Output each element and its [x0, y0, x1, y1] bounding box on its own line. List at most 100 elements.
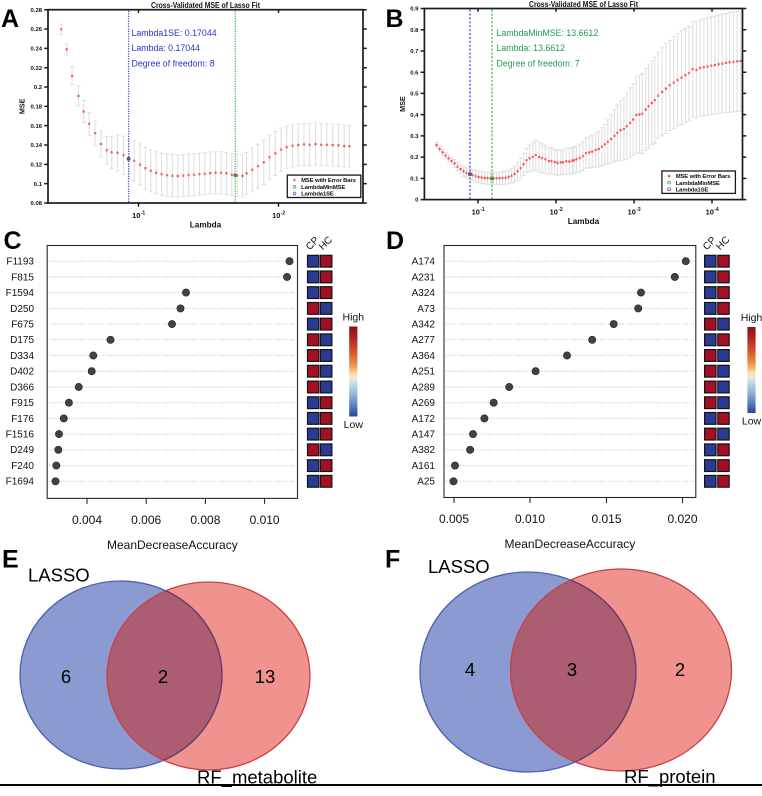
svg-text:6: 6 [61, 666, 71, 687]
svg-text:13: 13 [255, 666, 276, 687]
svg-text:D175: D175 [10, 335, 34, 346]
svg-text:A277: A277 [412, 335, 436, 346]
svg-text:Lambda: 13.6612: Lambda: 13.6612 [497, 43, 566, 53]
svg-text:0.2: 0.2 [34, 85, 43, 91]
svg-text:MSE with Error Bars: MSE with Error Bars [676, 174, 732, 180]
svg-text:MeanDecreaseAccuracy: MeanDecreaseAccuracy [505, 537, 636, 551]
svg-text:0.14: 0.14 [31, 143, 43, 149]
svg-text:0.28: 0.28 [31, 8, 43, 14]
svg-text:Low: Low [742, 416, 762, 428]
svg-text:0.12: 0.12 [31, 162, 43, 168]
svg-text:10: 10 [472, 208, 480, 217]
svg-text:LambdaMinMSE: LambdaMinMSE [301, 185, 345, 191]
svg-text:4: 4 [465, 659, 475, 680]
svg-text:10: 10 [132, 211, 140, 220]
svg-text:Low: Low [344, 419, 364, 431]
svg-text:Lambda1SE: 0.17044: Lambda1SE: 0.17044 [132, 28, 217, 38]
svg-text:A269: A269 [412, 398, 436, 409]
svg-text:A: A [1, 5, 19, 33]
svg-text:0.004: 0.004 [72, 513, 102, 527]
svg-text:0.22: 0.22 [31, 66, 43, 72]
svg-text:0.26: 0.26 [31, 27, 43, 33]
svg-text:0.2: 0.2 [410, 155, 419, 161]
svg-text:B: B [386, 5, 404, 33]
svg-text:0.7: 0.7 [410, 49, 419, 55]
svg-text:A251: A251 [412, 367, 436, 378]
svg-text:High: High [741, 312, 762, 324]
svg-text:A25: A25 [417, 477, 435, 488]
svg-text:Lambda: 0.17044: Lambda: 0.17044 [132, 43, 201, 53]
svg-text:F: F [385, 546, 400, 574]
svg-text:F1516: F1516 [6, 430, 35, 441]
svg-text:0.8: 0.8 [410, 28, 419, 34]
svg-text:Lambda1SE: Lambda1SE [301, 192, 334, 198]
svg-text:0.010: 0.010 [515, 512, 545, 526]
svg-text:MSE with Error Bars: MSE with Error Bars [301, 178, 357, 184]
svg-text:D250: D250 [10, 304, 34, 315]
svg-text:A324: A324 [412, 288, 436, 299]
svg-text:D366: D366 [10, 382, 34, 393]
svg-text:LASSO: LASSO [428, 556, 490, 577]
svg-text:0: 0 [415, 198, 419, 204]
svg-text:Cross-Validated MSE of Lasso F: Cross-Validated MSE of Lasso Fit [529, 0, 638, 9]
svg-text:0.4: 0.4 [410, 113, 419, 119]
svg-text:0.5: 0.5 [410, 92, 419, 98]
svg-text:F240: F240 [11, 461, 34, 472]
svg-text:0.015: 0.015 [591, 512, 621, 526]
svg-text:0.24: 0.24 [31, 46, 43, 52]
svg-text:0.6: 0.6 [410, 70, 419, 76]
svg-text:-4: -4 [714, 207, 719, 213]
svg-text:A231: A231 [412, 272, 436, 283]
svg-text:F1193: F1193 [6, 257, 34, 268]
svg-text:MSE: MSE [18, 98, 27, 114]
svg-text:10: 10 [706, 208, 714, 217]
svg-text:A364: A364 [412, 351, 436, 362]
svg-text:F675: F675 [11, 320, 34, 331]
svg-text:F176: F176 [11, 414, 34, 425]
svg-text:0.16: 0.16 [31, 124, 43, 130]
svg-text:E: E [2, 546, 19, 574]
svg-text:A382: A382 [412, 445, 436, 456]
svg-text:F1694: F1694 [6, 477, 35, 488]
svg-text:F1594: F1594 [6, 288, 35, 299]
svg-text:0.008: 0.008 [190, 513, 220, 527]
svg-text:A172: A172 [412, 414, 436, 425]
svg-text:LambdaMinMSE: 13.6612: LambdaMinMSE: 13.6612 [497, 28, 599, 38]
svg-text:F815: F815 [11, 272, 34, 283]
svg-text:0.08: 0.08 [31, 201, 43, 207]
svg-text:3: 3 [567, 659, 577, 680]
svg-text:-1: -1 [480, 207, 485, 213]
svg-text:A73: A73 [417, 304, 435, 315]
svg-text:D249: D249 [10, 445, 34, 456]
svg-text:0.9: 0.9 [410, 7, 419, 13]
svg-text:High: High [342, 312, 364, 324]
svg-text:-1: -1 [141, 210, 146, 216]
svg-text:0.006: 0.006 [131, 513, 161, 527]
svg-text:A342: A342 [412, 320, 436, 331]
svg-text:2: 2 [158, 666, 168, 687]
svg-text:LASSO: LASSO [28, 565, 90, 586]
svg-text:10: 10 [628, 208, 636, 217]
svg-text:0.020: 0.020 [667, 512, 697, 526]
svg-text:0.1: 0.1 [410, 176, 419, 182]
svg-text:0.3: 0.3 [410, 134, 419, 140]
svg-text:RF_protein: RF_protein [624, 766, 716, 788]
svg-text:0.18: 0.18 [31, 104, 43, 110]
svg-text:LambdaMinMSE: LambdaMinMSE [676, 181, 720, 187]
svg-text:D334: D334 [10, 351, 34, 362]
svg-text:0.010: 0.010 [250, 513, 280, 527]
svg-text:C: C [4, 227, 22, 255]
svg-text:MSE: MSE [398, 96, 407, 112]
svg-text:Lambda1SE: Lambda1SE [676, 188, 709, 194]
svg-text:-2: -2 [558, 207, 563, 213]
svg-text:0.1: 0.1 [34, 182, 43, 188]
svg-text:Lambda: Lambda [568, 217, 600, 226]
svg-text:2: 2 [675, 659, 685, 680]
svg-text:D: D [386, 227, 404, 255]
svg-text:A161: A161 [412, 461, 436, 472]
svg-text:A174: A174 [412, 257, 436, 268]
svg-text:-3: -3 [636, 207, 641, 213]
svg-text:MeanDecreaseAccuracy: MeanDecreaseAccuracy [107, 538, 238, 552]
svg-text:Degree of freedom: 7: Degree of freedom: 7 [497, 58, 580, 68]
svg-text:0.005: 0.005 [439, 512, 469, 526]
